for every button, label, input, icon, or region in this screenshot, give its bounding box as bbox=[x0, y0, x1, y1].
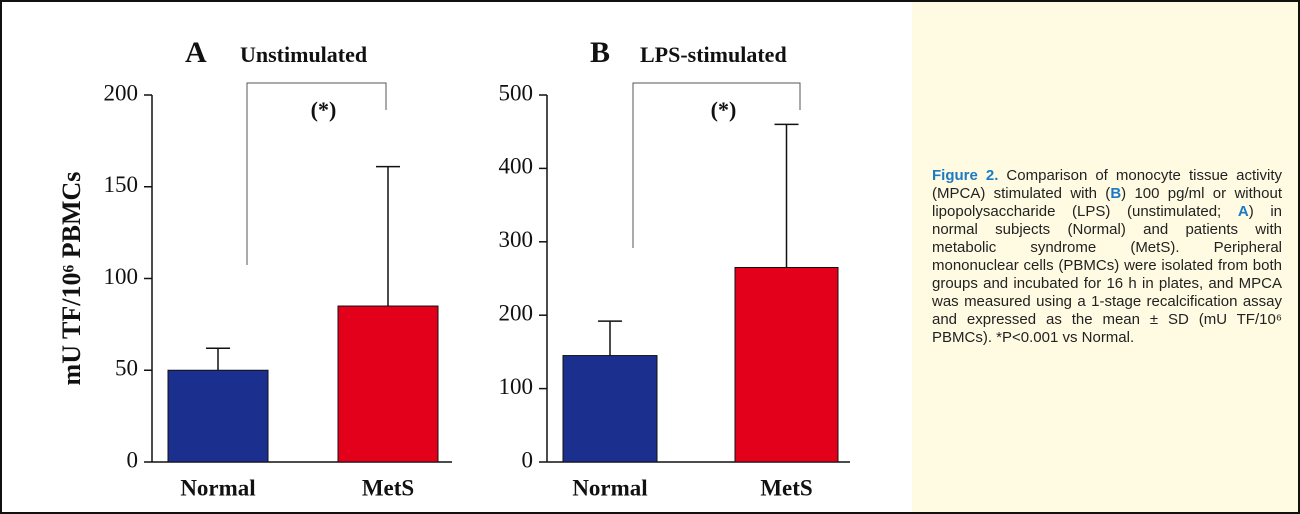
bar bbox=[734, 266, 839, 463]
chart-title: Unstimulated bbox=[240, 42, 367, 67]
y-tick-label: 150 bbox=[104, 172, 139, 197]
caption-ref: A bbox=[1237, 203, 1249, 220]
caption-panel: Figure 2. Comparison of monocyte tissue … bbox=[912, 2, 1298, 512]
y-tick-label: 300 bbox=[499, 227, 534, 252]
x-tick-label: Normal bbox=[180, 475, 255, 500]
caption: Figure 2. Comparison of monocyte tissue … bbox=[932, 167, 1282, 347]
bar bbox=[167, 369, 269, 463]
y-tick-label: 0 bbox=[522, 447, 534, 472]
y-tick-label: 400 bbox=[499, 154, 534, 179]
y-tick-label: 500 bbox=[499, 80, 534, 105]
x-tick-label: MetS bbox=[760, 475, 812, 500]
x-tick-label: Normal bbox=[572, 475, 647, 500]
significance-bracket bbox=[632, 82, 801, 248]
panel-letter: B bbox=[590, 36, 610, 69]
y-axis-label: mU TF/10⁶ PBMCs bbox=[57, 172, 86, 386]
caption-label: Figure 2. bbox=[932, 167, 999, 184]
caption-text: Comparison of monocyte tissue activity (… bbox=[932, 167, 1282, 202]
y-tick-label: 200 bbox=[104, 80, 139, 105]
y-tick-label: 0 bbox=[127, 447, 139, 472]
significance-bracket bbox=[246, 82, 387, 265]
bar bbox=[337, 305, 439, 463]
significance-label: (*) bbox=[311, 97, 337, 122]
y-tick-label: 100 bbox=[499, 374, 534, 399]
x-tick-label: MetS bbox=[362, 475, 414, 500]
caption-text: ) in normal subjects (Normal) and patien… bbox=[932, 203, 1283, 346]
caption-text: ) 100 pg/ml or without lipopolysaccharid… bbox=[932, 185, 1282, 220]
y-tick-label: 100 bbox=[104, 264, 139, 289]
caption-ref: B bbox=[1110, 185, 1122, 202]
y-tick-label: 50 bbox=[115, 356, 138, 381]
bar bbox=[562, 355, 658, 463]
chart-title: LPS-stimulated bbox=[640, 42, 787, 67]
significance-label: (*) bbox=[711, 97, 737, 122]
charts: A Unstimulated mU TF/10⁶ PBMCs 0 50 100 150 200… bbox=[57, 36, 850, 500]
y-tick-label: 200 bbox=[499, 300, 534, 325]
panel-letter: A bbox=[185, 36, 207, 69]
